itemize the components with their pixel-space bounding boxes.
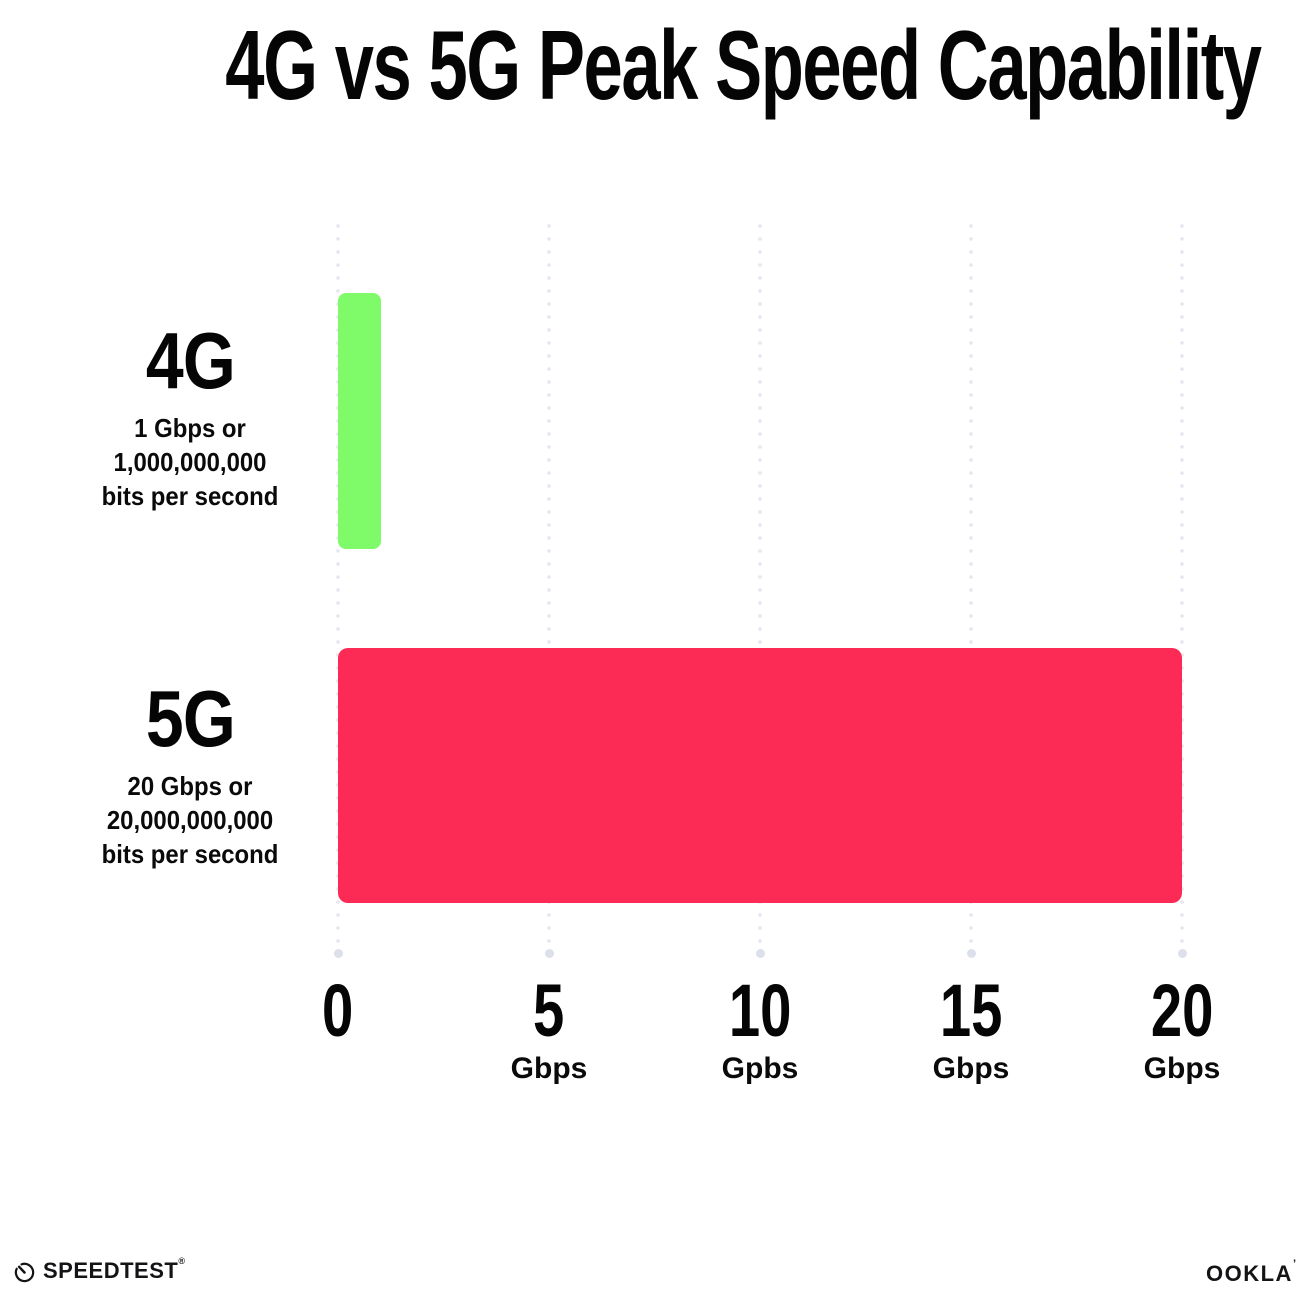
gridline-0-gbps	[333, 224, 343, 958]
bar-5g	[338, 648, 1182, 903]
x-tick-10: 10 Gpbs	[650, 969, 870, 1085]
page-title-text: 4G vs 5G Peak Speed Capability	[225, 10, 1262, 120]
row-label-5g: 5G 20 Gbps or 20,000,000,000 bits per se…	[20, 679, 360, 871]
gridline-10-gbps	[755, 224, 765, 958]
row-label-4g-sub-line-3: bits per second	[101, 481, 279, 511]
x-tick-20-value: 20	[1150, 969, 1214, 1052]
bar-4g	[338, 293, 381, 549]
x-tick-15: 15 Gbps	[861, 969, 1081, 1085]
x-tick-5: 5 Gbps	[439, 969, 659, 1085]
row-label-4g-subtitle: 1 Gbps or 1,000,000,000 bits per second	[34, 411, 347, 513]
row-label-5g-sub-line-3: bits per second	[101, 839, 279, 869]
page-title: 4G vs 5G Peak Speed Capability	[24, 16, 1308, 114]
x-tick-15-unit: Gbps	[932, 1052, 1010, 1085]
row-label-4g-title: 4G	[145, 316, 235, 405]
x-tick-0: 0	[228, 969, 448, 1054]
speedtest-gauge-icon	[13, 1260, 36, 1283]
row-label-5g-title: 5G	[145, 674, 235, 763]
row-label-5g-sub-line-2: 20,000,000,000	[106, 805, 274, 835]
ookla-wordmark: OOKLA	[1205, 1261, 1293, 1286]
gridline-15-gbps	[966, 224, 976, 958]
row-label-4g-sub-line-2: 1,000,000,000	[113, 447, 267, 477]
ookla-logo: OOKLA’	[1205, 1258, 1296, 1287]
ookla-trademark-icon: ’	[1292, 1258, 1296, 1270]
x-tick-10-value: 10	[728, 969, 792, 1052]
x-tick-15-value: 15	[939, 969, 1003, 1052]
registered-trademark-icon: ®	[178, 1256, 186, 1266]
x-tick-5-value: 5	[533, 969, 565, 1052]
row-label-5g-sub-line-1: 20 Gbps or	[127, 771, 253, 801]
row-label-4g-sub-line-1: 1 Gbps or	[134, 413, 246, 443]
row-label-5g-subtitle: 20 Gbps or 20,000,000,000 bits per secon…	[34, 769, 347, 871]
gridline-20-gbps	[1177, 224, 1187, 958]
x-tick-0-value: 0	[322, 969, 354, 1052]
row-label-4g: 4G 1 Gbps or 1,000,000,000 bits per seco…	[20, 321, 360, 513]
x-tick-20: 20 Gbps	[1072, 969, 1292, 1085]
x-tick-5-unit: Gbps	[510, 1052, 588, 1085]
speedtest-logo: SPEEDTEST®	[13, 1256, 186, 1284]
x-tick-20-unit: Gbps	[1143, 1052, 1221, 1085]
x-tick-10-unit: Gpbs	[721, 1052, 799, 1085]
gridline-5-gbps	[544, 224, 554, 958]
speedtest-wordmark: SPEEDTEST®	[43, 1256, 186, 1283]
